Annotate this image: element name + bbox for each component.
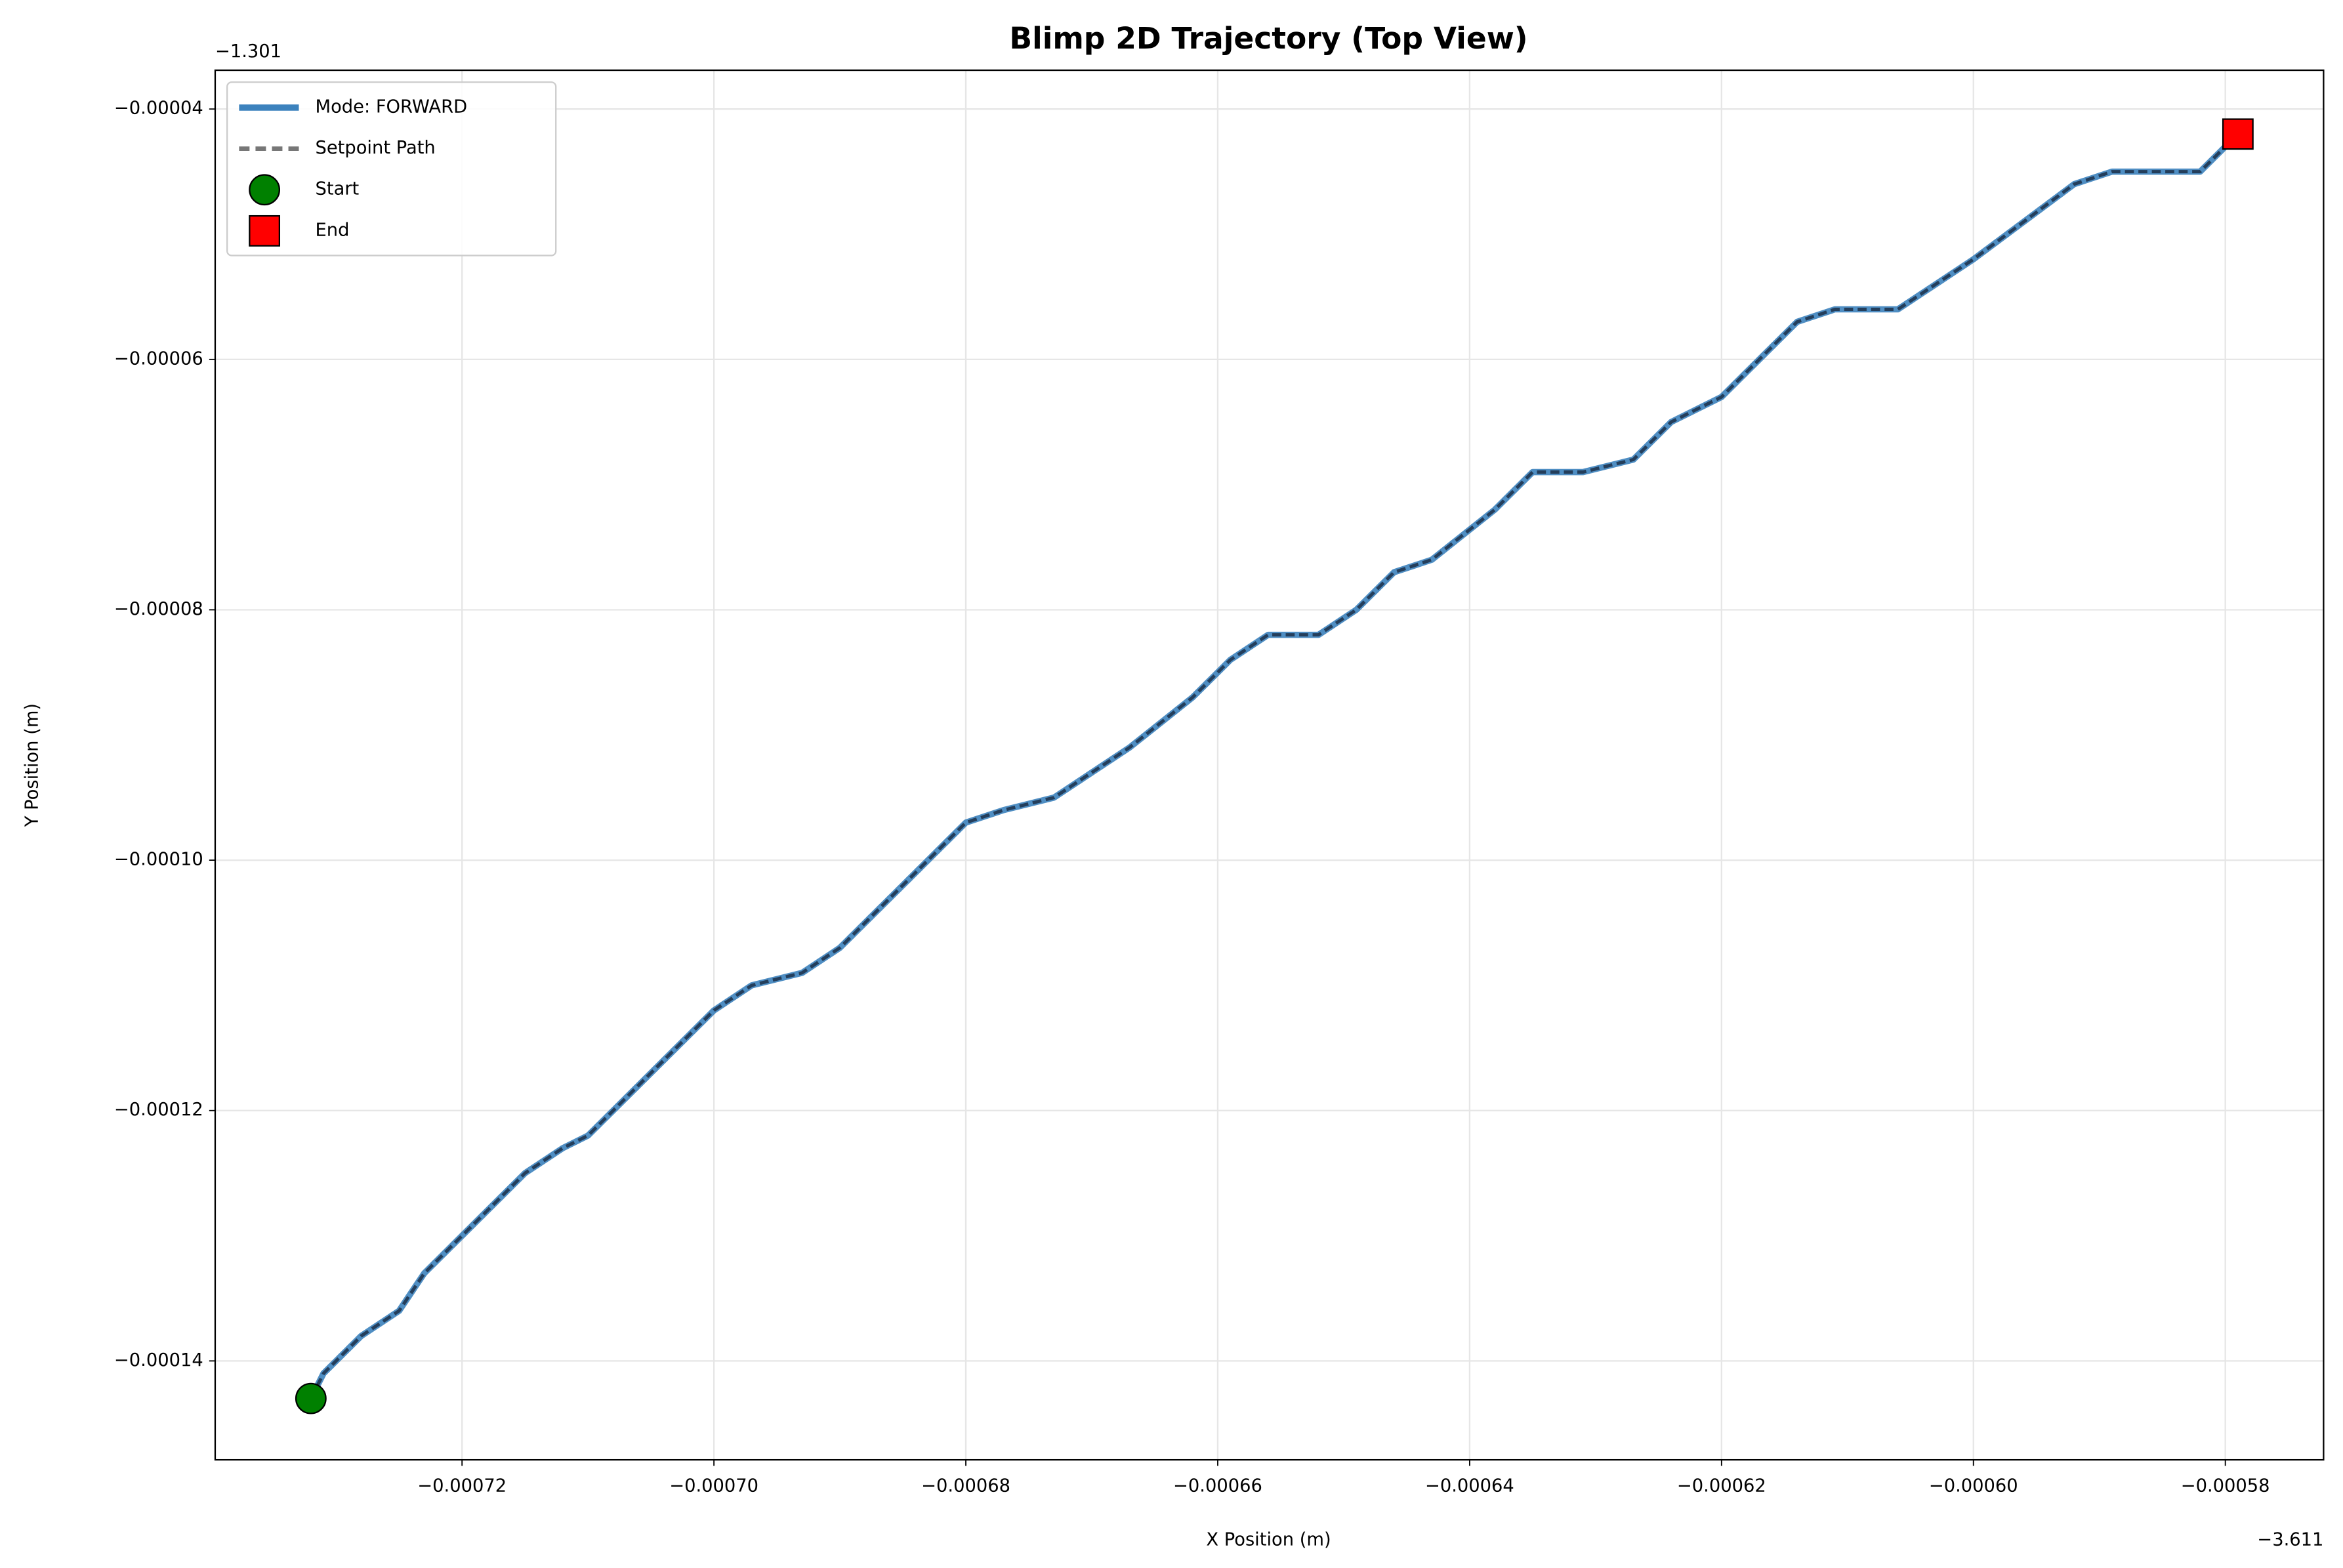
- x-offset-label: −3.611: [2257, 1530, 2323, 1550]
- point-marker: [295, 1382, 327, 1414]
- series-line: [309, 133, 2239, 1399]
- y-tick-label: −0.00006: [114, 348, 203, 369]
- legend-label: End: [316, 220, 350, 240]
- x-tick-label: −0.00066: [1173, 1476, 1262, 1496]
- point-marker: [2222, 118, 2254, 150]
- y-tick-label: −0.00014: [114, 1350, 203, 1371]
- x-tick-label: −0.00068: [921, 1476, 1010, 1496]
- x-tick-label: −0.00060: [1929, 1476, 2018, 1496]
- x-axis-label: X Position (m): [1206, 1530, 1331, 1550]
- y-tick-label: −0.00010: [114, 850, 203, 870]
- y-tick-label: −0.00008: [114, 599, 203, 619]
- x-tick-label: −0.00064: [1425, 1476, 1514, 1496]
- legend-label: Start: [316, 179, 360, 199]
- x-tick-label: −0.00070: [669, 1476, 758, 1496]
- chart-title: Blimp 2D Trajectory (Top View): [1009, 21, 1527, 56]
- legend-swatch: [249, 174, 281, 206]
- legend-swatch: [249, 215, 281, 247]
- y-tick-label: −0.00004: [114, 98, 203, 119]
- legend-box: [226, 81, 557, 257]
- y-axis-label: Y Position (m): [22, 703, 43, 827]
- x-tick-label: −0.00062: [1677, 1476, 1766, 1496]
- x-tick-label: −0.00072: [417, 1476, 507, 1496]
- legend: Mode: FORWARD Setpoint Path Start End: [226, 81, 557, 257]
- plot-frame: [214, 69, 2325, 1461]
- x-tick-label: −0.00058: [2181, 1476, 2270, 1496]
- y-tick-label: −0.00012: [114, 1100, 203, 1120]
- legend-label: Mode: FORWARD: [316, 96, 468, 117]
- legend-label: Setpoint Path: [316, 138, 436, 158]
- y-offset-label: −1.301: [215, 41, 281, 62]
